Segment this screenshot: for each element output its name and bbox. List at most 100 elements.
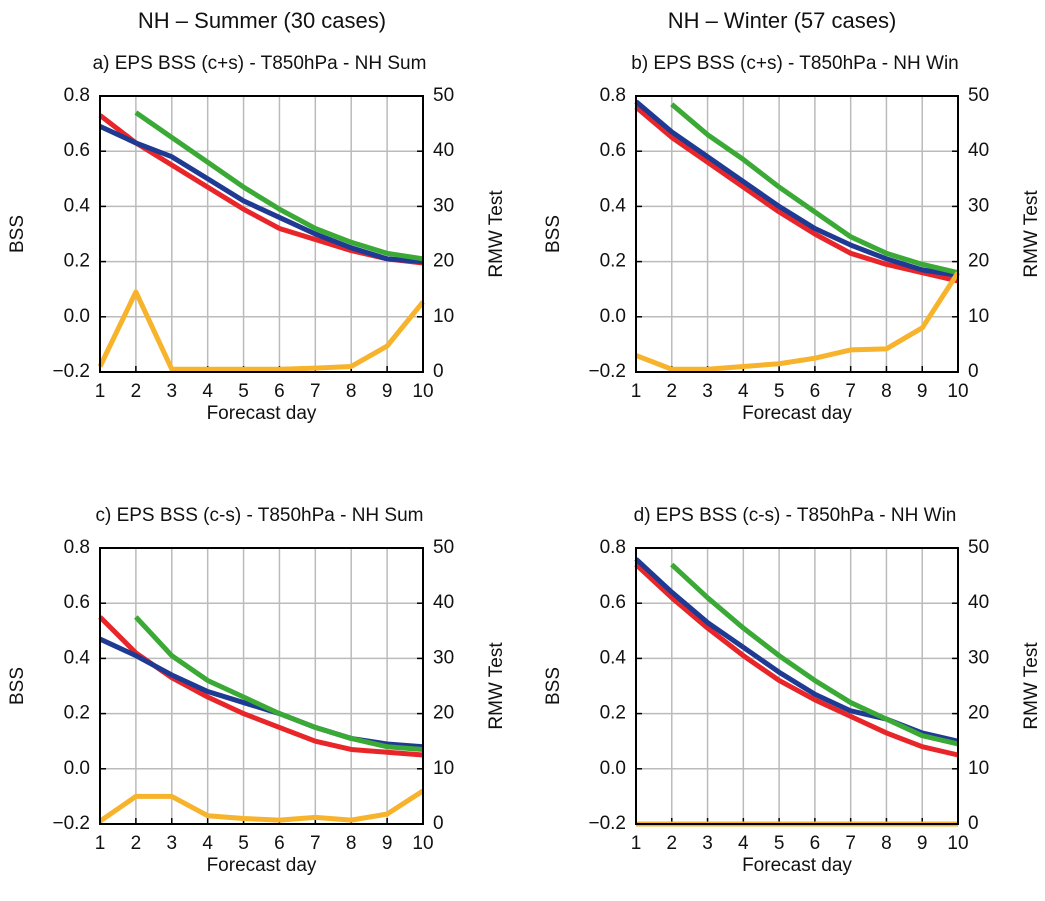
column-heading: NH – Summer (30 cases) (138, 8, 386, 33)
y2-tick-label: 30 (433, 195, 454, 216)
data-line (634, 105, 959, 284)
x-tick-label: 2 (666, 833, 677, 854)
y2-tick-label: 20 (968, 251, 989, 272)
x-tick-label: 5 (238, 833, 249, 854)
panel-title: d) EPS BSS (c-s) - T850hPa - NH Win (634, 505, 957, 526)
x-tick-label: 4 (738, 833, 749, 854)
column-heading: NH – Winter (57 cases) (668, 8, 897, 33)
x-tick-label: 9 (382, 833, 393, 854)
y-tick-label: −0.2 (52, 361, 90, 382)
y-axis-label: BSS (543, 215, 564, 253)
y2-tick-label: 0 (433, 361, 444, 382)
y-tick-label: 0.6 (64, 592, 90, 613)
y-tick-label: 0.2 (600, 251, 626, 272)
y-tick-label: 0.0 (600, 306, 626, 327)
data-line (98, 788, 425, 824)
y2-tick-label: 50 (433, 537, 454, 558)
y-axis-label: BSS (543, 667, 564, 705)
x-tick-label: 5 (774, 381, 785, 402)
x-tick-label: 7 (310, 833, 321, 854)
y-tick-label: 0.8 (600, 85, 626, 106)
data-line (670, 562, 959, 747)
x-tick-label: 10 (412, 833, 433, 854)
x-axis-label: Forecast day (742, 403, 852, 424)
y2-tick-label: 20 (968, 703, 989, 724)
y2-tick-label: 50 (968, 537, 989, 558)
x-tick-label: 9 (382, 381, 393, 402)
y2-tick-label: 10 (433, 758, 454, 779)
x-tick-label: 7 (845, 381, 856, 402)
x-tick-label: 1 (95, 833, 106, 854)
y2-tick-label: 30 (433, 647, 454, 668)
y-tick-label: −0.2 (588, 813, 626, 834)
x-tick-label: 9 (917, 381, 928, 402)
y2-tick-label: 0 (433, 813, 444, 834)
y2-axis-label: RMW Test (486, 190, 507, 278)
x-tick-label: 10 (947, 381, 968, 402)
data-line (635, 271, 961, 372)
y2-tick-label: 0 (968, 361, 979, 382)
y-tick-label: 0.2 (64, 703, 90, 724)
x-tick-label: 7 (845, 833, 856, 854)
y-tick-label: 0.0 (64, 306, 90, 327)
y-tick-label: −0.2 (588, 361, 626, 382)
x-tick-label: 8 (346, 381, 357, 402)
x-tick-label: 7 (310, 381, 321, 402)
data-line (98, 615, 424, 758)
y-tick-label: 0.6 (600, 592, 626, 613)
data-line (134, 110, 424, 262)
x-tick-label: 4 (202, 381, 213, 402)
y2-tick-label: 0 (968, 813, 979, 834)
x-tick-label: 6 (810, 833, 821, 854)
data-line (98, 636, 424, 750)
x-tick-label: 6 (274, 833, 285, 854)
x-tick-label: 2 (131, 381, 142, 402)
plot-frame (99, 547, 424, 825)
y-tick-label: 0.0 (64, 758, 90, 779)
x-tick-label: 9 (917, 833, 928, 854)
y2-axis-label: RMW Test (486, 642, 507, 730)
x-tick-label: 1 (631, 381, 642, 402)
y2-tick-label: 10 (968, 306, 989, 327)
x-tick-label: 5 (238, 381, 249, 402)
y2-tick-label: 50 (968, 85, 989, 106)
x-axis-label: Forecast day (742, 855, 852, 876)
x-tick-label: 2 (666, 381, 677, 402)
plot-frame (99, 95, 424, 373)
y-tick-label: 0.8 (64, 537, 90, 558)
y-tick-label: 0.6 (600, 140, 626, 161)
x-tick-label: 1 (95, 381, 106, 402)
x-tick-label: 2 (131, 833, 142, 854)
x-tick-label: 5 (774, 833, 785, 854)
y2-tick-label: 10 (968, 758, 989, 779)
y2-tick-label: 50 (433, 85, 454, 106)
y-tick-label: 0.8 (64, 85, 90, 106)
panel-title: a) EPS BSS (c+s) - T850hPa - NH Sum (93, 53, 427, 74)
x-tick-label: 6 (810, 381, 821, 402)
y-tick-label: 0.4 (600, 647, 627, 668)
y2-tick-label: 20 (433, 703, 454, 724)
y-tick-label: 0.0 (600, 758, 626, 779)
x-axis-label: Forecast day (207, 855, 317, 876)
x-tick-label: 10 (947, 833, 968, 854)
x-tick-label: 3 (702, 381, 713, 402)
x-tick-label: 3 (166, 833, 177, 854)
x-tick-label: 3 (166, 381, 177, 402)
y-tick-label: 0.4 (64, 195, 91, 216)
y-tick-label: 0.2 (600, 703, 626, 724)
panel-title: c) EPS BSS (c-s) - T850hPa - NH Sum (95, 505, 423, 526)
plot-frame (635, 547, 959, 825)
y-tick-label: 0.2 (64, 251, 90, 272)
x-tick-label: 4 (738, 381, 749, 402)
x-tick-label: 8 (881, 833, 892, 854)
y2-axis-label: RMW Test (1021, 642, 1042, 730)
y-axis-label: BSS (7, 215, 28, 253)
x-axis-label: Forecast day (207, 403, 317, 424)
y-tick-label: 0.6 (64, 140, 90, 161)
x-tick-label: 3 (702, 833, 713, 854)
y2-tick-label: 30 (968, 647, 989, 668)
x-tick-label: 6 (274, 381, 285, 402)
y2-axis-label: RMW Test (1021, 190, 1042, 278)
x-tick-label: 1 (631, 833, 642, 854)
